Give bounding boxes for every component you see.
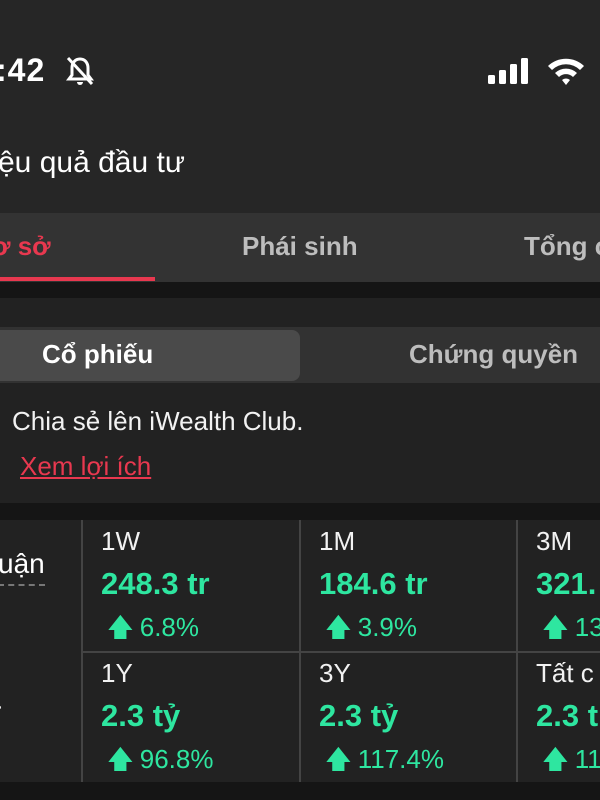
wifi-icon bbox=[548, 58, 584, 85]
period-label: 1M bbox=[319, 526, 356, 556]
divider bbox=[0, 282, 600, 298]
metric-cell[interactable]: Tất c 2.3 t 🡅 11 bbox=[518, 652, 600, 782]
metric-change: 96.8% bbox=[139, 744, 214, 774]
tab-bar: ơ sở Phái sinh Tổng c bbox=[0, 213, 600, 282]
metric-change: 117.4% bbox=[357, 744, 444, 774]
bell-muted-icon bbox=[66, 56, 94, 86]
segment-selected-bg bbox=[0, 330, 300, 381]
divider bbox=[0, 503, 600, 520]
metric-cell[interactable]: 3M 321. 🡅 13 bbox=[518, 520, 600, 650]
signal-icon bbox=[488, 58, 528, 84]
benefits-link[interactable]: Xem lợi ích bbox=[20, 451, 152, 481]
metric-value: 184.6 tr bbox=[319, 566, 428, 601]
metric-change: 13 bbox=[574, 612, 600, 642]
metric-change: 3.9% bbox=[357, 612, 417, 642]
metric-cell[interactable]: 1W 248.3 tr 🡅 6.8% bbox=[83, 520, 298, 650]
period-label: 3M bbox=[536, 526, 573, 556]
metric-change: 6.8% bbox=[139, 612, 199, 642]
share-text: Chia sẻ lên iWealth Club. bbox=[12, 406, 304, 436]
arrow-up-icon: 🡅 bbox=[107, 744, 134, 774]
arrow-up-icon: 🡅 bbox=[542, 744, 569, 774]
period-label: 1Y bbox=[101, 658, 133, 688]
metric-cell[interactable]: 1M 184.6 tr 🡅 3.9% bbox=[301, 520, 516, 650]
metric-value: 321. bbox=[536, 566, 597, 601]
arrow-up-icon: 🡅 bbox=[542, 612, 569, 642]
status-bar bbox=[0, 0, 600, 110]
segment-chung-quyen[interactable]: Chứng quyền bbox=[409, 339, 579, 369]
row-label-rate: r bbox=[0, 696, 1, 728]
arrow-up-icon: 🡅 bbox=[107, 612, 134, 642]
divider bbox=[0, 782, 600, 800]
metric-value: 2.3 t bbox=[536, 698, 599, 733]
period-label: 1W bbox=[101, 526, 140, 556]
arrow-up-icon: 🡅 bbox=[325, 612, 352, 642]
period-label: 3Y bbox=[319, 658, 351, 688]
page-title: ệu quả đầu tư bbox=[0, 146, 185, 179]
metric-cell[interactable]: 3Y 2.3 tỷ 🡅 117.4% bbox=[301, 652, 516, 782]
status-time: :42 bbox=[0, 52, 46, 88]
metric-value: 2.3 tỷ bbox=[101, 698, 181, 733]
tab-co-so[interactable]: ơ sở bbox=[0, 231, 51, 261]
tab-tong[interactable]: Tổng c bbox=[524, 231, 600, 261]
row-label-profit[interactable]: uận bbox=[0, 548, 45, 586]
metric-cell[interactable]: 1Y 2.3 tỷ 🡅 96.8% bbox=[83, 652, 298, 782]
metric-value: 248.3 tr bbox=[101, 566, 210, 601]
active-tab-indicator bbox=[0, 277, 155, 281]
metric-change: 11 bbox=[574, 744, 600, 774]
period-label: Tất c bbox=[536, 658, 594, 688]
divider bbox=[82, 651, 600, 653]
arrow-up-icon: 🡅 bbox=[325, 744, 352, 774]
metric-value: 2.3 tỷ bbox=[319, 698, 399, 733]
tab-phai-sinh[interactable]: Phái sinh bbox=[242, 231, 358, 261]
segment-co-phieu[interactable]: Cổ phiếu bbox=[42, 339, 154, 369]
